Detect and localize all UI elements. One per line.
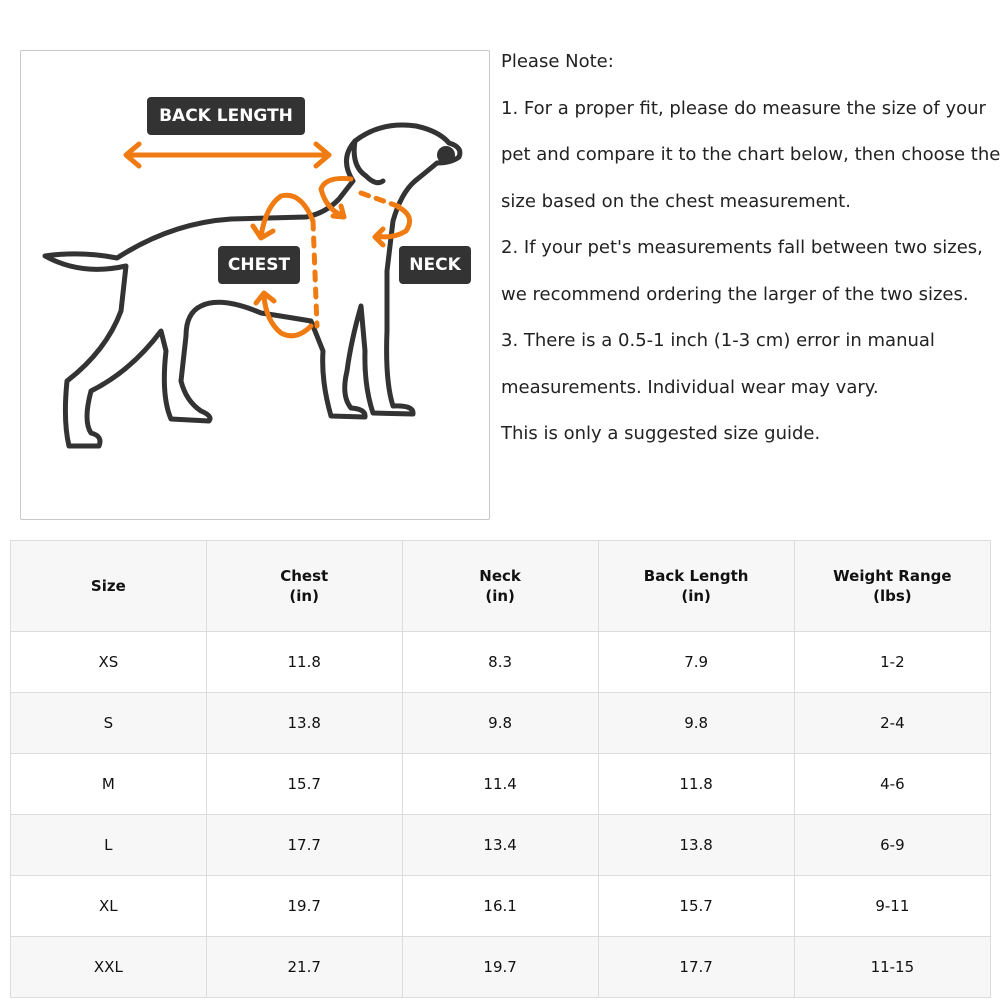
note-line: we recommend ordering the larger of the … bbox=[501, 283, 969, 305]
header-weight-range: Weight Range (lbs) bbox=[793, 540, 992, 632]
note-line: size based on the chest measurement. bbox=[501, 190, 851, 212]
table-cell: 6-9 bbox=[793, 814, 992, 876]
dog-body-outline bbox=[42, 122, 463, 449]
table-cell: 7.9 bbox=[597, 631, 795, 693]
notes-heading: Please Note: bbox=[501, 51, 614, 72]
table-header-row: Size Chest (in) Neck (in) Back Length (in) … bbox=[10, 540, 992, 632]
header-neck: Neck (in) bbox=[401, 540, 599, 632]
table-cell: 11.8 bbox=[597, 753, 795, 815]
note-line: 3. There is a 0.5-1 inch (1-3 cm) error … bbox=[501, 330, 935, 351]
table-cell: XS bbox=[10, 631, 207, 693]
table-row: L 17.7 13.4 13.8 6-9 bbox=[10, 814, 992, 876]
table-row: XXL 21.7 19.7 17.7 11-15 bbox=[10, 936, 992, 998]
chest-dashed-line bbox=[310, 218, 320, 329]
table-row: XL 19.7 16.1 15.7 9-11 bbox=[10, 875, 992, 937]
header-size: Size bbox=[10, 540, 207, 632]
table-cell: L bbox=[10, 814, 207, 876]
chest-arrow-bottom bbox=[253, 290, 314, 339]
table-cell: 15.7 bbox=[597, 875, 795, 937]
size-chart-table: Size Chest (in) Neck (in) Back Length (in) … bbox=[10, 540, 992, 998]
neck-arrow-left bbox=[318, 176, 354, 220]
chest-label: CHEST bbox=[218, 246, 300, 284]
table-row: XS 11.8 8.3 7.9 1-2 bbox=[10, 631, 992, 693]
table-row: S 13.8 9.8 9.8 2-4 bbox=[10, 692, 992, 754]
table-cell: 13.8 bbox=[205, 692, 403, 754]
dog-ear bbox=[351, 138, 386, 186]
header-back-length: Back Length (in) bbox=[597, 540, 795, 632]
table-cell: 11.4 bbox=[401, 753, 599, 815]
table-cell: 11.8 bbox=[205, 631, 403, 693]
table-cell: 21.7 bbox=[205, 936, 403, 998]
table-cell: 19.7 bbox=[205, 875, 403, 937]
table-cell: 8.3 bbox=[401, 631, 599, 693]
table-cell: 11-15 bbox=[793, 936, 992, 998]
table-cell: 15.7 bbox=[205, 753, 403, 815]
table-cell: XXL bbox=[10, 936, 207, 998]
table-cell: 19.7 bbox=[401, 936, 599, 998]
note-line: 1. For a proper fit, please do measure t… bbox=[501, 97, 986, 119]
dog-outline-illustration bbox=[42, 122, 463, 449]
table-cell: 16.1 bbox=[401, 875, 599, 937]
table-cell: 13.8 bbox=[597, 814, 795, 876]
sizing-notes: Please Note: 1. For a proper fit, please… bbox=[501, 46, 1000, 465]
table-cell: 9.8 bbox=[401, 692, 599, 754]
table-cell: 17.7 bbox=[597, 936, 795, 998]
table-cell: 1-2 bbox=[793, 631, 992, 693]
table-cell: 2-4 bbox=[793, 692, 992, 754]
note-line: measurements. Individual wear may vary. bbox=[501, 376, 879, 398]
dog-nose bbox=[437, 146, 455, 164]
header-chest: Chest (in) bbox=[205, 540, 403, 632]
table-row: M 15.7 11.4 11.8 4-6 bbox=[10, 753, 992, 815]
chest-arrow-top bbox=[250, 192, 316, 241]
table-cell: S bbox=[10, 692, 207, 754]
table-cell: 4-6 bbox=[793, 753, 992, 815]
back-length-arrow bbox=[123, 141, 332, 169]
dog-measurement-diagram: BACK LENGTH CHEST NECK bbox=[20, 50, 490, 520]
note-line: pet and compare it to the chart below, t… bbox=[501, 144, 1000, 165]
neck-label: NECK bbox=[399, 246, 471, 284]
note-line: This is only a suggested size guide. bbox=[501, 423, 821, 444]
table-cell: 17.7 bbox=[205, 814, 403, 876]
table-cell: 13.4 bbox=[401, 814, 599, 876]
table-cell: XL bbox=[10, 875, 207, 937]
table-cell: 9-11 bbox=[793, 875, 992, 937]
back-length-label: BACK LENGTH bbox=[147, 97, 305, 135]
table-cell: 9.8 bbox=[597, 692, 795, 754]
note-line: 2. If your pet's measurements fall betwe… bbox=[501, 237, 983, 258]
table-cell: M bbox=[10, 753, 207, 815]
neck-arrow-right bbox=[372, 204, 413, 248]
